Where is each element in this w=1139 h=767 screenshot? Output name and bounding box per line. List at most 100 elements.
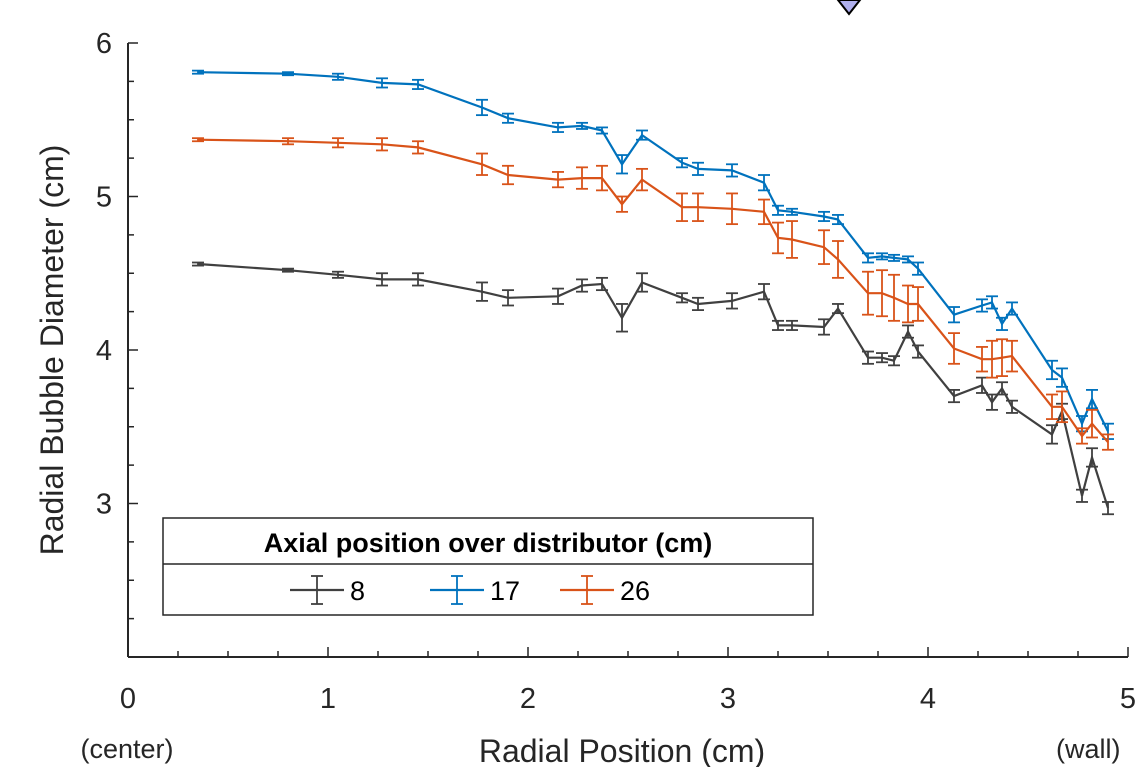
x-tick-label: 1 xyxy=(320,683,336,715)
error-bar xyxy=(282,137,294,146)
error-bar xyxy=(636,129,648,141)
error-bar xyxy=(576,166,588,190)
error-bar xyxy=(786,319,798,331)
error-bar xyxy=(476,281,488,302)
error-bar xyxy=(1046,424,1058,445)
error-bar xyxy=(758,174,770,192)
error-bar xyxy=(412,272,424,287)
error-bar xyxy=(832,303,844,315)
error-bar xyxy=(888,253,900,262)
error-bar xyxy=(986,339,998,379)
error-bar xyxy=(616,195,628,213)
y-tick-label: 3 xyxy=(96,489,112,521)
error-bar xyxy=(772,204,784,216)
error-bar xyxy=(888,273,900,322)
error-bar xyxy=(888,355,900,367)
error-bar xyxy=(476,98,488,117)
error-bar xyxy=(552,171,564,189)
x-tick-label: 0 xyxy=(120,683,136,715)
x-axis-title: Radial Position (cm) xyxy=(479,733,765,767)
error-bar xyxy=(876,352,888,364)
error-bar xyxy=(786,207,798,216)
error-bar xyxy=(552,287,564,305)
x-axis-ticks: 0 1 2 3 4 5 xyxy=(120,647,1136,715)
series-8 xyxy=(192,261,1114,516)
error-bar xyxy=(1046,359,1058,381)
error-bar xyxy=(332,72,344,81)
error-bar xyxy=(876,252,888,261)
error-bar xyxy=(772,221,784,255)
center-annotation: (center) xyxy=(80,734,173,764)
error-bar xyxy=(996,316,1008,331)
series-line xyxy=(197,71,1109,432)
error-bar xyxy=(1102,433,1114,451)
error-bar xyxy=(726,163,738,178)
error-bar xyxy=(1086,389,1098,410)
diamond-marker-icon xyxy=(836,0,862,16)
error-bar xyxy=(832,240,844,279)
error-bar xyxy=(1076,427,1088,445)
error-bar xyxy=(976,298,988,313)
error-bar xyxy=(862,350,874,365)
error-bar xyxy=(912,261,924,276)
error-bar xyxy=(1086,408,1098,439)
error-bar xyxy=(192,137,204,143)
error-bar xyxy=(818,210,830,222)
error-bar xyxy=(948,332,960,365)
error-bar xyxy=(376,77,388,89)
error-bar xyxy=(332,137,344,149)
error-bar xyxy=(1006,399,1018,414)
series-26 xyxy=(192,137,1114,451)
series-line xyxy=(197,138,1109,443)
y-tick-label: 5 xyxy=(96,182,112,214)
error-bar xyxy=(596,126,608,135)
error-bar xyxy=(676,292,688,304)
error-bar xyxy=(1056,390,1068,424)
error-bar xyxy=(1006,339,1018,373)
error-bar xyxy=(876,269,888,318)
legend: Axial position over distributor (cm) 8 17… xyxy=(162,517,814,616)
error-bar xyxy=(996,338,1008,377)
error-bar xyxy=(986,295,998,310)
legend-entry-17: 17 xyxy=(430,575,520,606)
series-line xyxy=(197,262,1110,509)
error-bar xyxy=(376,137,388,152)
error-bar xyxy=(192,261,204,267)
plot-area xyxy=(192,69,1114,516)
error-bar xyxy=(552,121,564,133)
error-bar xyxy=(576,278,588,293)
error-bar xyxy=(596,276,608,292)
y-tick-label: 6 xyxy=(96,28,112,60)
legend-entries: 8 17 26 xyxy=(290,575,650,606)
error-bar xyxy=(902,324,914,339)
error-bar xyxy=(912,344,924,359)
error-bar xyxy=(376,272,388,287)
legend-box xyxy=(162,517,814,616)
error-bar xyxy=(1086,447,1098,468)
legend-entry-8: 8 xyxy=(290,575,365,606)
y-tick-label: 4 xyxy=(96,335,112,367)
error-bar xyxy=(192,69,204,75)
error-bar xyxy=(692,296,704,311)
error-bar xyxy=(1046,393,1058,420)
error-bar xyxy=(758,283,770,301)
error-bar xyxy=(692,161,704,176)
error-bar xyxy=(832,214,844,226)
legend-entry-26: 26 xyxy=(560,575,650,606)
error-bar xyxy=(476,152,488,176)
error-bar xyxy=(862,252,874,264)
error-bar xyxy=(676,192,688,222)
error-bar xyxy=(976,346,988,373)
error-bar xyxy=(616,154,628,175)
error-bar xyxy=(902,284,914,324)
series-17 xyxy=(192,69,1114,440)
x-tick-label: 2 xyxy=(520,683,536,715)
error-bar xyxy=(1102,501,1114,516)
legend-title: Axial position over distributor (cm) xyxy=(264,528,713,558)
y-axis-title: Radial Bubble Diameter (cm) xyxy=(34,145,70,556)
error-bar xyxy=(692,192,704,222)
y-axis-ticks: 3 4 5 6 xyxy=(96,28,138,658)
error-bar xyxy=(1076,488,1088,503)
error-bar xyxy=(616,303,628,333)
